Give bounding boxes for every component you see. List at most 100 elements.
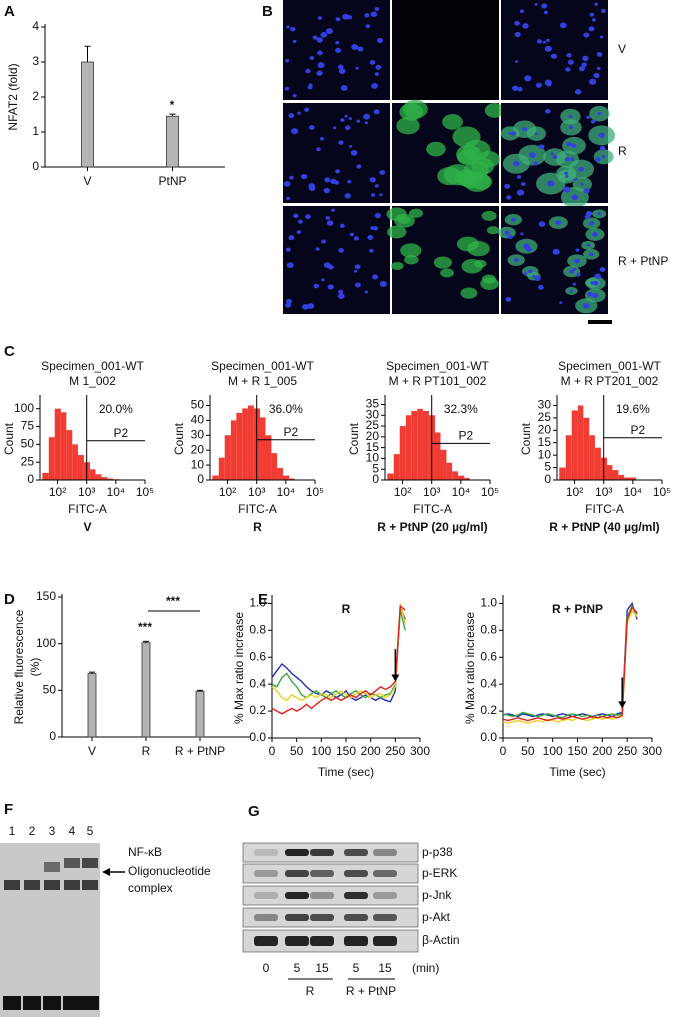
nucleus bbox=[593, 72, 600, 79]
nucleus bbox=[599, 267, 606, 273]
nucleus bbox=[580, 182, 585, 186]
nucleus bbox=[586, 243, 591, 247]
nucleus bbox=[538, 144, 545, 150]
nucleus bbox=[598, 132, 605, 138]
nucleus bbox=[374, 212, 381, 219]
bar bbox=[81, 61, 94, 168]
nucleus bbox=[350, 150, 358, 156]
nucleus bbox=[578, 66, 586, 72]
histogram-bin bbox=[271, 453, 278, 480]
nucleus bbox=[588, 252, 594, 257]
trace bbox=[271, 604, 406, 715]
cell-body bbox=[399, 102, 424, 121]
histogram-bin bbox=[446, 462, 453, 480]
nucleus bbox=[601, 155, 606, 159]
nucleus bbox=[325, 216, 330, 220]
nucleus bbox=[511, 131, 517, 136]
nucleus bbox=[330, 178, 337, 184]
y-tick-label: 1.0 bbox=[249, 596, 266, 610]
nucleus bbox=[514, 60, 519, 63]
x-axis-label: FITC-A bbox=[585, 502, 624, 516]
x-tick-label: 10² bbox=[394, 485, 411, 499]
histogram-bin bbox=[60, 412, 67, 480]
y-tick-label: 20 bbox=[538, 422, 552, 436]
histogram-bin bbox=[417, 408, 423, 480]
x-tick-label: 100 bbox=[543, 744, 563, 758]
nucleus bbox=[583, 188, 590, 194]
gel-band bbox=[23, 996, 41, 1010]
y-tick-label: 5 bbox=[544, 460, 551, 474]
nucleus bbox=[574, 258, 580, 264]
blot-band bbox=[254, 892, 278, 899]
condition-label: R + PtNP (40 µg/ml) bbox=[549, 520, 659, 534]
histogram-bin bbox=[107, 478, 114, 480]
y-tick-label: 0 bbox=[32, 159, 39, 173]
histogram-bin bbox=[218, 457, 225, 480]
nucleus bbox=[510, 217, 516, 222]
histogram-bin bbox=[440, 449, 447, 480]
scale-bar bbox=[588, 320, 612, 324]
nucleus bbox=[376, 37, 384, 44]
nucleus bbox=[320, 137, 325, 141]
lane-number: 3 bbox=[49, 824, 56, 838]
nucleus bbox=[563, 186, 571, 193]
blot-band bbox=[254, 936, 278, 946]
nucleus bbox=[300, 173, 308, 180]
nucleus bbox=[285, 247, 291, 252]
nucleus bbox=[570, 157, 575, 161]
nucleus bbox=[571, 143, 577, 148]
histogram-bin bbox=[289, 478, 295, 480]
nucleus bbox=[373, 109, 380, 115]
y-tick-label: 20 bbox=[366, 429, 380, 443]
y-axis-label: NFAT2 (fold) bbox=[6, 63, 20, 130]
nucleus bbox=[337, 64, 344, 70]
y-tick-label: 3 bbox=[32, 54, 39, 68]
x-axis-label: FITC-A bbox=[238, 502, 277, 516]
cell-body bbox=[481, 210, 497, 221]
nucleus bbox=[340, 84, 348, 91]
nucleus bbox=[317, 62, 325, 69]
y-axis-label: Count bbox=[347, 422, 361, 455]
nucleus bbox=[316, 70, 323, 76]
y-tick-label: 0.4 bbox=[249, 676, 266, 690]
nucleus bbox=[517, 86, 523, 92]
cell-body bbox=[460, 287, 478, 299]
gel-band bbox=[81, 996, 99, 1010]
nucleus bbox=[543, 10, 548, 15]
nucleus bbox=[555, 220, 562, 225]
y-axis-label: Relative fluorescence bbox=[12, 609, 26, 724]
cell-body bbox=[387, 225, 407, 239]
blot-band bbox=[344, 914, 368, 921]
nucleus bbox=[364, 121, 369, 125]
nucleus bbox=[596, 52, 603, 57]
nucleus bbox=[335, 47, 342, 53]
y-tick-label: 10 bbox=[366, 451, 380, 465]
nucleus bbox=[552, 154, 558, 160]
nucleus bbox=[356, 119, 361, 123]
histogram-bin bbox=[265, 435, 272, 480]
y-tick-label: 20 bbox=[191, 442, 205, 456]
histogram-bin bbox=[101, 477, 108, 480]
histogram-bin bbox=[95, 474, 102, 480]
nucleus bbox=[344, 193, 351, 199]
nucleus bbox=[308, 83, 313, 87]
y-tick-label: 30 bbox=[191, 427, 205, 441]
nucleus bbox=[286, 196, 291, 201]
y-axis-label: Count bbox=[2, 422, 16, 455]
nucleus bbox=[590, 119, 596, 124]
condition-label: V bbox=[83, 520, 91, 534]
gel-band bbox=[63, 996, 81, 1010]
nucleus bbox=[344, 125, 351, 131]
y-tick-label: 50 bbox=[43, 683, 57, 697]
y-axis-label: Count bbox=[172, 422, 186, 455]
gate-percent: 20.0% bbox=[99, 402, 133, 416]
nucleus bbox=[305, 68, 311, 74]
condition-label: R + PtNP (20 µg/ml) bbox=[377, 520, 487, 534]
histogram-bin bbox=[399, 426, 406, 480]
nucleus bbox=[532, 161, 538, 166]
y-tick-label: 25 bbox=[21, 454, 35, 468]
x-tick-label: 10⁴ bbox=[624, 485, 643, 499]
nucleus bbox=[600, 8, 606, 13]
histogram-title: Specimen_001-WT bbox=[386, 359, 489, 373]
nucleus bbox=[522, 23, 529, 29]
